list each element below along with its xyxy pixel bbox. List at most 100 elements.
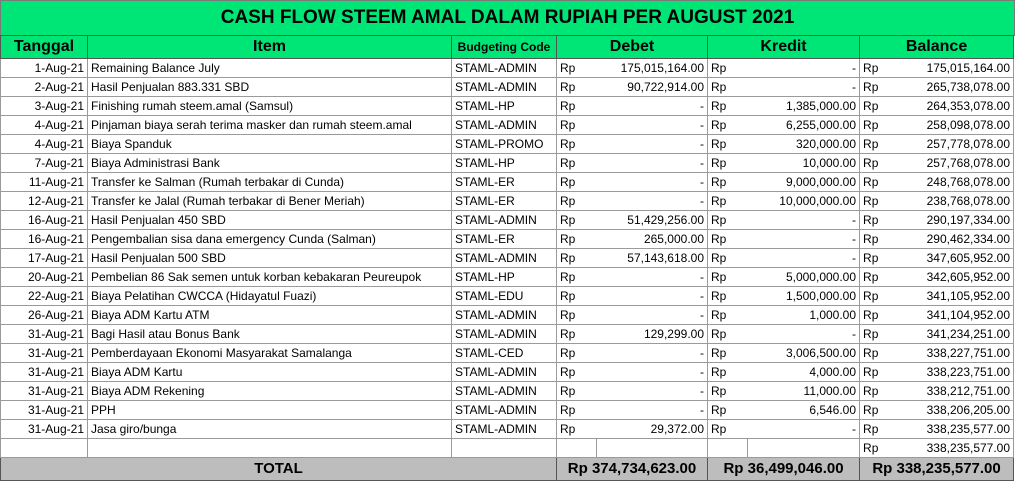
cell-debet[interactable]: - (596, 267, 709, 287)
cell-code[interactable]: STAML-ADMIN (451, 381, 557, 401)
cell-code[interactable]: STAML-ADMIN (451, 400, 557, 420)
cell-item[interactable] (87, 438, 452, 458)
cell-kredit-currency[interactable]: Rp (707, 286, 748, 306)
cell-item[interactable]: Pinjaman biaya serah terima masker dan r… (87, 115, 452, 135)
cell-code[interactable]: STAML-ADMIN (451, 419, 557, 439)
cell-code[interactable]: STAML-ER (451, 172, 557, 192)
cell-item[interactable]: Biaya Pelatihan CWCCA (Hidayatul Fuazi) (87, 286, 452, 306)
total-balance[interactable]: Rp 338,235,577.00 (859, 457, 1015, 481)
cell-date[interactable]: 4-Aug-21 (0, 134, 88, 154)
cell-kredit[interactable]: 10,000,000.00 (747, 191, 861, 211)
cell-balance-currency[interactable]: Rp (859, 381, 900, 401)
cell-balance[interactable]: 248,768,078.00 (899, 172, 1015, 192)
cell-kredit-currency[interactable]: Rp (707, 267, 748, 287)
cell-debet[interactable]: 29,372.00 (596, 419, 709, 439)
cell-debet-currency[interactable]: Rp (556, 381, 597, 401)
cell-debet-currency[interactable]: Rp (556, 58, 597, 78)
cell-debet-currency[interactable]: Rp (556, 305, 597, 325)
cell-kredit[interactable]: - (747, 324, 861, 344)
cell-date[interactable]: 31-Aug-21 (0, 362, 88, 382)
cell-debet-currency[interactable]: Rp (556, 172, 597, 192)
cell-kredit-currency[interactable]: Rp (707, 96, 748, 116)
cell-date[interactable]: 17-Aug-21 (0, 248, 88, 268)
cell-balance[interactable]: 257,768,078.00 (899, 153, 1015, 173)
header-balance[interactable]: Balance (859, 35, 1015, 59)
cell-debet[interactable] (595, 438, 709, 458)
cell-balance-currency[interactable]: Rp (859, 286, 900, 306)
cell-balance-currency[interactable]: Rp (859, 248, 900, 268)
cell-balance-currency[interactable]: Rp (859, 96, 900, 116)
cell-code[interactable]: STAML-HP (451, 153, 557, 173)
cell-debet-currency[interactable]: Rp (556, 134, 597, 154)
cell-item[interactable]: Bagi Hasil atau Bonus Bank (87, 324, 452, 344)
cell-kredit[interactable]: 4,000.00 (747, 362, 861, 382)
cell-code[interactable]: STAML-ADMIN (451, 210, 557, 230)
cell-debet[interactable]: - (596, 343, 709, 363)
cell-kredit[interactable]: 320,000.00 (747, 134, 861, 154)
cell-item[interactable]: Biaya ADM Rekening (87, 381, 452, 401)
cell-balance-currency[interactable]: Rp (859, 324, 900, 344)
cell-kredit-currency[interactable] (707, 438, 749, 458)
header-kredit[interactable]: Kredit (707, 35, 861, 59)
cell-balance-currency[interactable]: Rp (859, 343, 900, 363)
cell-code[interactable]: STAML-ADMIN (451, 58, 557, 78)
cell-kredit-currency[interactable]: Rp (707, 248, 748, 268)
cell-date[interactable]: 12-Aug-21 (0, 191, 88, 211)
cell-balance[interactable]: 338,212,751.00 (899, 381, 1015, 401)
total-debet[interactable]: Rp 374,734,623.00 (555, 457, 709, 481)
cell-code[interactable]: STAML-ADMIN (451, 248, 557, 268)
cell-kredit-currency[interactable]: Rp (707, 400, 748, 420)
cell-date[interactable]: 3-Aug-21 (0, 96, 88, 116)
cell-item[interactable]: Biaya Administrasi Bank (87, 153, 452, 173)
cell-date[interactable]: 31-Aug-21 (0, 419, 88, 439)
cell-debet-currency[interactable]: Rp (556, 324, 597, 344)
cell-balance-currency[interactable]: Rp (859, 305, 900, 325)
cell-balance[interactable]: 264,353,078.00 (899, 96, 1015, 116)
cell-balance[interactable]: 265,738,078.00 (899, 77, 1015, 97)
cell-balance[interactable]: 347,605,952.00 (899, 248, 1015, 268)
cell-kredit[interactable]: 9,000,000.00 (747, 172, 861, 192)
cell-kredit-currency[interactable]: Rp (707, 77, 748, 97)
cell-debet-currency[interactable]: Rp (556, 153, 597, 173)
cell-item[interactable]: Biaya Spanduk (87, 134, 452, 154)
total-kredit[interactable]: Rp 36,499,046.00 (707, 457, 861, 481)
cell-balance-currency[interactable]: Rp (859, 362, 900, 382)
cell-item[interactable]: Biaya ADM Kartu ATM (87, 305, 452, 325)
cell-balance-currency[interactable]: Rp (859, 191, 900, 211)
cell-debet[interactable]: 57,143,618.00 (596, 248, 709, 268)
cell-item[interactable]: Pembelian 86 Sak semen untuk korban keba… (87, 267, 452, 287)
cell-balance-currency[interactable]: Rp (859, 134, 900, 154)
cell-code[interactable]: STAML-ADMIN (451, 77, 557, 97)
header-debet[interactable]: Debet (555, 35, 709, 59)
cell-kredit[interactable]: 3,006,500.00 (747, 343, 861, 363)
cell-balance[interactable]: 290,197,334.00 (899, 210, 1015, 230)
cell-code[interactable]: STAML-ADMIN (451, 115, 557, 135)
cell-balance[interactable]: 258,098,078.00 (899, 115, 1015, 135)
cell-debet-currency[interactable]: Rp (556, 286, 597, 306)
cell-debet-currency[interactable]: Rp (556, 191, 597, 211)
cell-item[interactable]: Hasil Penjualan 500 SBD (87, 248, 452, 268)
cell-balance-currency[interactable]: Rp (859, 172, 900, 192)
cell-debet[interactable]: - (596, 115, 709, 135)
cell-code[interactable]: STAML-ER (451, 229, 557, 249)
cell-item[interactable]: PPH (87, 400, 452, 420)
cell-code[interactable]: STAML-ADMIN (451, 305, 557, 325)
cell-debet-currency[interactable]: Rp (556, 96, 597, 116)
cell-debet-currency[interactable]: Rp (556, 115, 597, 135)
cell-kredit[interactable]: 5,000,000.00 (747, 267, 861, 287)
cell-kredit[interactable]: - (747, 248, 861, 268)
cell-code[interactable]: STAML-EDU (451, 286, 557, 306)
cell-date[interactable]: 31-Aug-21 (0, 400, 88, 420)
cell-kredit[interactable]: - (747, 210, 861, 230)
cell-kredit[interactable]: - (747, 419, 861, 439)
cell-debet-currency[interactable] (556, 438, 597, 458)
cell-date[interactable]: 11-Aug-21 (0, 172, 88, 192)
cell-debet[interactable]: - (596, 96, 709, 116)
cell-kredit-currency[interactable]: Rp (707, 362, 748, 382)
cell-kredit-currency[interactable]: Rp (707, 153, 748, 173)
cell-balance-currency[interactable]: Rp (859, 210, 900, 230)
cell-debet-currency[interactable]: Rp (556, 362, 597, 382)
cell-debet-currency[interactable]: Rp (556, 267, 597, 287)
cell-debet[interactable]: 175,015,164.00 (596, 58, 709, 78)
cell-kredit[interactable]: 6,546.00 (747, 400, 861, 420)
